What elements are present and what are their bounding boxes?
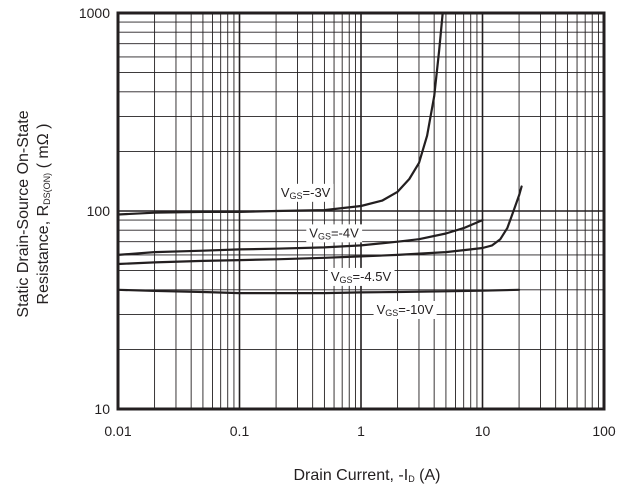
series-line-3 [116,185,523,266]
x-tick-labels: 0.01 0.1 1 10 100 [104,423,616,439]
series-label-2: VGS=-4V [306,224,363,243]
series-label-3: VGS=-4.5V [327,267,395,286]
x-axis-title: Drain Current, -ID (A) [294,467,441,484]
y-axis-title-line1: Static Drain-Source On-State [15,110,32,317]
series-line-2 [116,219,484,256]
x-tick-label: 0.01 [104,423,131,439]
x-tick-label: 1 [357,423,365,439]
series-label-1: VGS=-3V [277,183,334,202]
plot-frame [116,11,606,411]
y-tick-label: 1000 [79,5,110,21]
series-labels: VGS=-3V VGS=-4V VGS=-4.5V VGS=-10V [277,183,437,319]
series-label-text: VGS=-3V [281,185,331,201]
series-label-text: VGS=-10V [377,302,434,318]
x-tick-label: 10 [475,423,491,439]
y-tick-label: 100 [87,203,111,219]
series-line-1 [116,11,444,216]
series-label-background [327,267,395,286]
series-label-4: VGS=-10V [373,300,437,319]
series-label-text: VGS=-4V [309,225,359,241]
y-tick-label: 10 [94,401,110,417]
series-line-4 [116,288,521,295]
y-tick-labels: 10 100 1000 [79,5,110,417]
series-label-background [306,224,363,243]
series-label-background [373,300,437,319]
series-label-text: VGS=-4.5V [331,269,392,285]
x-tick-label: 0.1 [230,423,250,439]
x-tick-label: 100 [592,423,616,439]
y-axis-title-line2: Resistance, RDS(ON) ( mΩ ) [35,124,52,305]
series-label-background [277,183,334,202]
series-curves [116,11,523,295]
